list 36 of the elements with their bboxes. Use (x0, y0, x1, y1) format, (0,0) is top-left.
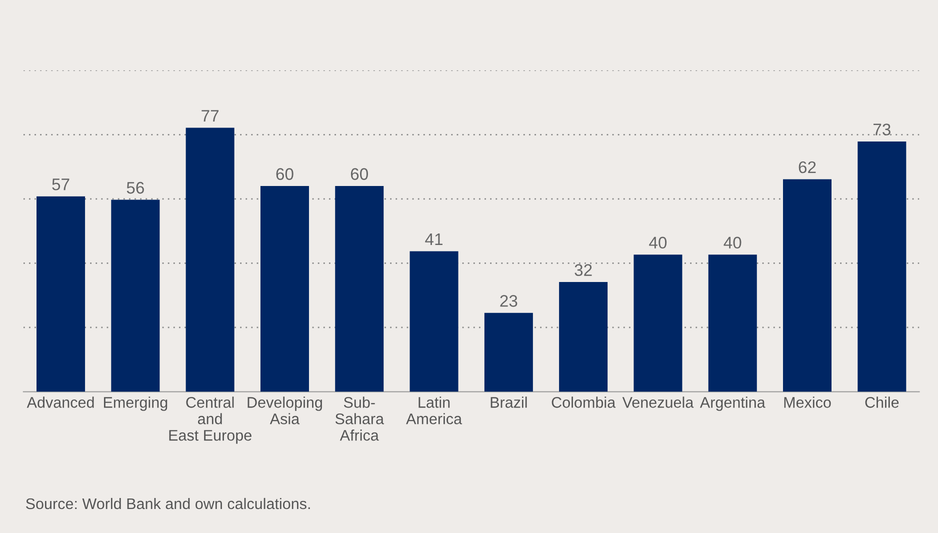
bar (260, 186, 309, 392)
bar (484, 312, 533, 392)
bar (410, 251, 458, 392)
x-tick-label: Chile (865, 396, 899, 408)
bar (708, 254, 757, 392)
bar (559, 282, 608, 392)
x-tick-label: Mexico (784, 396, 831, 408)
source-note: Source: World Bank and own calculations. (26, 498, 310, 510)
bar (36, 196, 86, 392)
data-label: 60 (350, 168, 368, 180)
x-tick-label: Developing Asia (248, 396, 322, 424)
data-label: 40 (649, 236, 667, 249)
data-label: 57 (52, 178, 70, 190)
x-tick-label: Brazil (490, 396, 527, 408)
x-tick-label: Emerging (104, 396, 168, 411)
data-label: 73 (874, 124, 890, 136)
bar (186, 128, 234, 392)
bar (335, 186, 384, 392)
x-tick-label: Sub- Sahara Africa (335, 396, 384, 441)
x-tick-label: Advanced (26, 396, 94, 408)
data-label: 32 (574, 264, 592, 276)
data-label: 62 (798, 161, 816, 174)
data-label: 60 (276, 168, 294, 180)
data-label: 23 (500, 295, 518, 307)
x-tick-label: Venezuela (622, 396, 694, 408)
bar (858, 141, 906, 392)
x-tick-label: Latin America (406, 396, 462, 424)
bar (783, 179, 832, 392)
x-tick-label: Argentina (700, 396, 766, 411)
data-label: 56 (126, 182, 144, 194)
x-tick-label: Colombia (552, 396, 616, 408)
bar (634, 254, 682, 392)
data-label: 77 (202, 110, 219, 122)
data-label: 40 (724, 236, 742, 249)
data-label: 41 (425, 233, 442, 245)
bar (111, 200, 160, 392)
